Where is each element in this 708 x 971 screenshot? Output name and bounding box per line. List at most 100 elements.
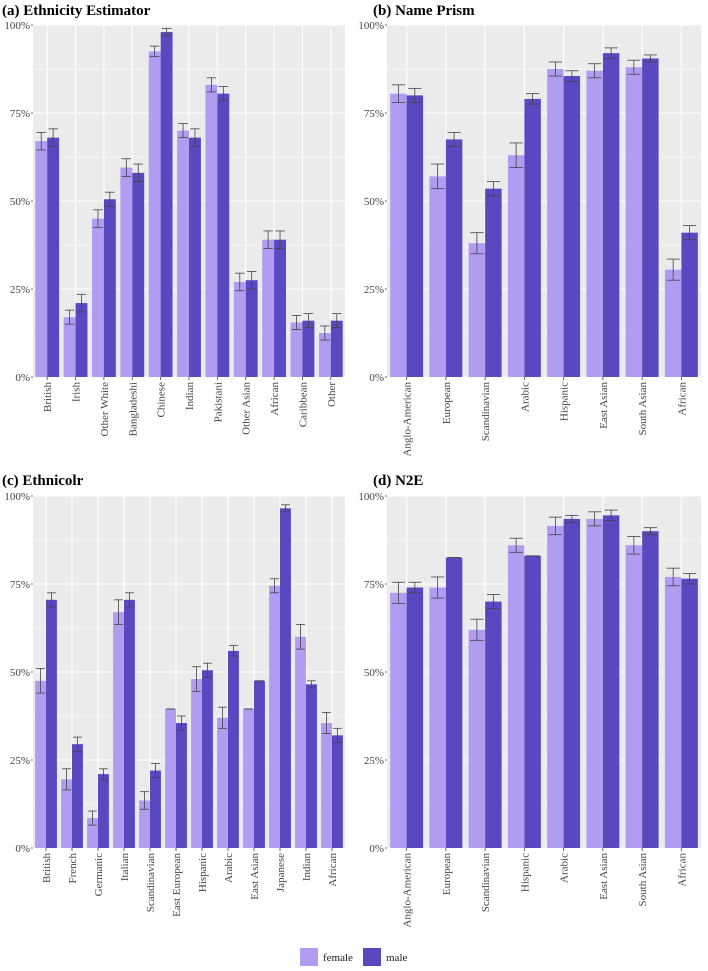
x-tick-label: Arabic — [223, 853, 235, 883]
bar-male — [485, 601, 502, 848]
y-tick-label: 25% — [364, 755, 384, 767]
y-tick-label: 50% — [10, 196, 30, 208]
bar-male — [681, 232, 698, 377]
bar-male — [306, 684, 317, 848]
bar-male — [485, 188, 502, 377]
bar-male — [217, 93, 230, 377]
bar-male — [274, 239, 287, 377]
bar-female — [625, 67, 643, 378]
x-tick-label: Other White — [99, 382, 111, 437]
bar-male — [160, 32, 173, 377]
bar-male — [406, 95, 424, 378]
bar-male — [445, 557, 463, 848]
bar-female — [113, 612, 124, 848]
panel-title: (b) Name Prism — [373, 3, 475, 19]
bar-female — [139, 800, 150, 848]
x-tick-label: South Asian — [637, 382, 649, 436]
x-tick-label: Hispanic — [559, 382, 571, 421]
y-tick-label: 75% — [364, 108, 384, 120]
y-tick-label: 75% — [364, 579, 384, 591]
x-tick-label: Bangladeshi — [127, 382, 139, 436]
bar-female — [177, 130, 189, 377]
x-tick-label: British — [41, 853, 53, 883]
bar-female — [318, 333, 331, 377]
chart-panels: 0% 25% 50% 75% 100% British Irish Other White Ba… — [2, 3, 701, 928]
y-tick-label: 100% — [358, 491, 384, 503]
bar-female — [390, 592, 407, 848]
y-tick-label: 0% — [369, 843, 384, 855]
bar-male — [524, 98, 541, 378]
x-tick-label: Scandinavian — [145, 853, 157, 913]
x-tick-label: Caribbean — [297, 382, 309, 428]
bar-male — [681, 578, 698, 848]
x-tick-label: Irish — [71, 382, 83, 403]
bar-male — [330, 320, 343, 377]
x-tick-label: African — [676, 853, 688, 887]
legend-swatch-male — [363, 948, 381, 966]
bar-male — [103, 199, 116, 377]
bar-female — [586, 518, 603, 848]
bar-female — [61, 779, 72, 848]
y-tick-label: 75% — [10, 108, 30, 120]
x-tick-label: French — [67, 853, 79, 884]
legend: female male — [300, 948, 407, 966]
bar-female — [233, 281, 246, 377]
bar-male — [150, 770, 161, 848]
bar-male — [189, 137, 201, 377]
bar-male — [202, 670, 213, 848]
x-tick-label: Indian — [184, 382, 196, 411]
panel-title: (a) Ethnicity Estimator — [2, 3, 151, 19]
x-tick-label: European — [441, 382, 453, 425]
bar-female — [586, 70, 603, 377]
x-tick-label: African — [327, 853, 339, 887]
x-tick-label: African — [676, 382, 688, 416]
bar-female — [243, 708, 254, 848]
x-tick-label: Hispanic — [197, 853, 209, 892]
chart-panel-1: 0% 25% 50% 75% 100% Anglo-American European Sca… — [358, 3, 701, 457]
bar-male — [46, 599, 57, 848]
bar-female — [625, 545, 643, 848]
bar-male — [176, 723, 187, 848]
y-tick-label: 50% — [364, 667, 384, 679]
x-tick-label: Scandinavian — [480, 382, 492, 442]
bar-female — [429, 176, 446, 377]
y-tick-label: 0% — [15, 843, 30, 855]
x-tick-label: European — [441, 853, 453, 896]
legend-label-female: female — [323, 952, 353, 964]
bar-male — [75, 303, 88, 377]
bar-female — [547, 69, 564, 377]
y-tick-label: 25% — [10, 755, 30, 767]
x-tick-label: East Asian — [598, 853, 610, 900]
y-tick-label: 25% — [364, 284, 384, 296]
bar-female — [321, 723, 332, 848]
bar-male — [72, 744, 83, 848]
bar-male — [642, 58, 659, 377]
y-tick-label: 100% — [4, 20, 30, 32]
x-tick-label: Scandinavian — [480, 853, 492, 913]
chart-panel-0: 0% 25% 50% 75% 100% British Irish Other White Ba… — [2, 3, 345, 436]
panel-title: (d) N2E — [373, 473, 423, 489]
y-tick-label: 25% — [10, 284, 30, 296]
chart-panel-2: 0% 25% 50% 75% 100% British French Germanic Ital… — [2, 473, 345, 917]
x-tick-label: East Asian — [249, 853, 261, 900]
panel-title: (c) Ethnicolr — [2, 473, 84, 489]
bar-female — [468, 243, 486, 377]
bar-female — [295, 636, 306, 848]
bar-male — [98, 774, 109, 848]
x-tick-label: Arabic — [559, 853, 571, 883]
bar-male — [563, 518, 581, 848]
x-tick-label: Pakistani — [212, 382, 224, 422]
x-tick-label: Anglo-American — [402, 382, 414, 457]
x-tick-label: Anglo-American — [402, 853, 414, 928]
bar-female — [262, 239, 275, 377]
bar-female — [148, 51, 161, 378]
x-tick-label: British — [42, 382, 54, 412]
x-tick-label: South Asian — [637, 853, 649, 907]
y-tick-label: 0% — [369, 372, 384, 384]
bar-female — [35, 141, 48, 377]
bar-male — [563, 76, 581, 377]
x-tick-label: Chinese — [156, 382, 168, 418]
bar-female — [35, 680, 46, 848]
x-tick-label: East Asian — [598, 382, 610, 429]
